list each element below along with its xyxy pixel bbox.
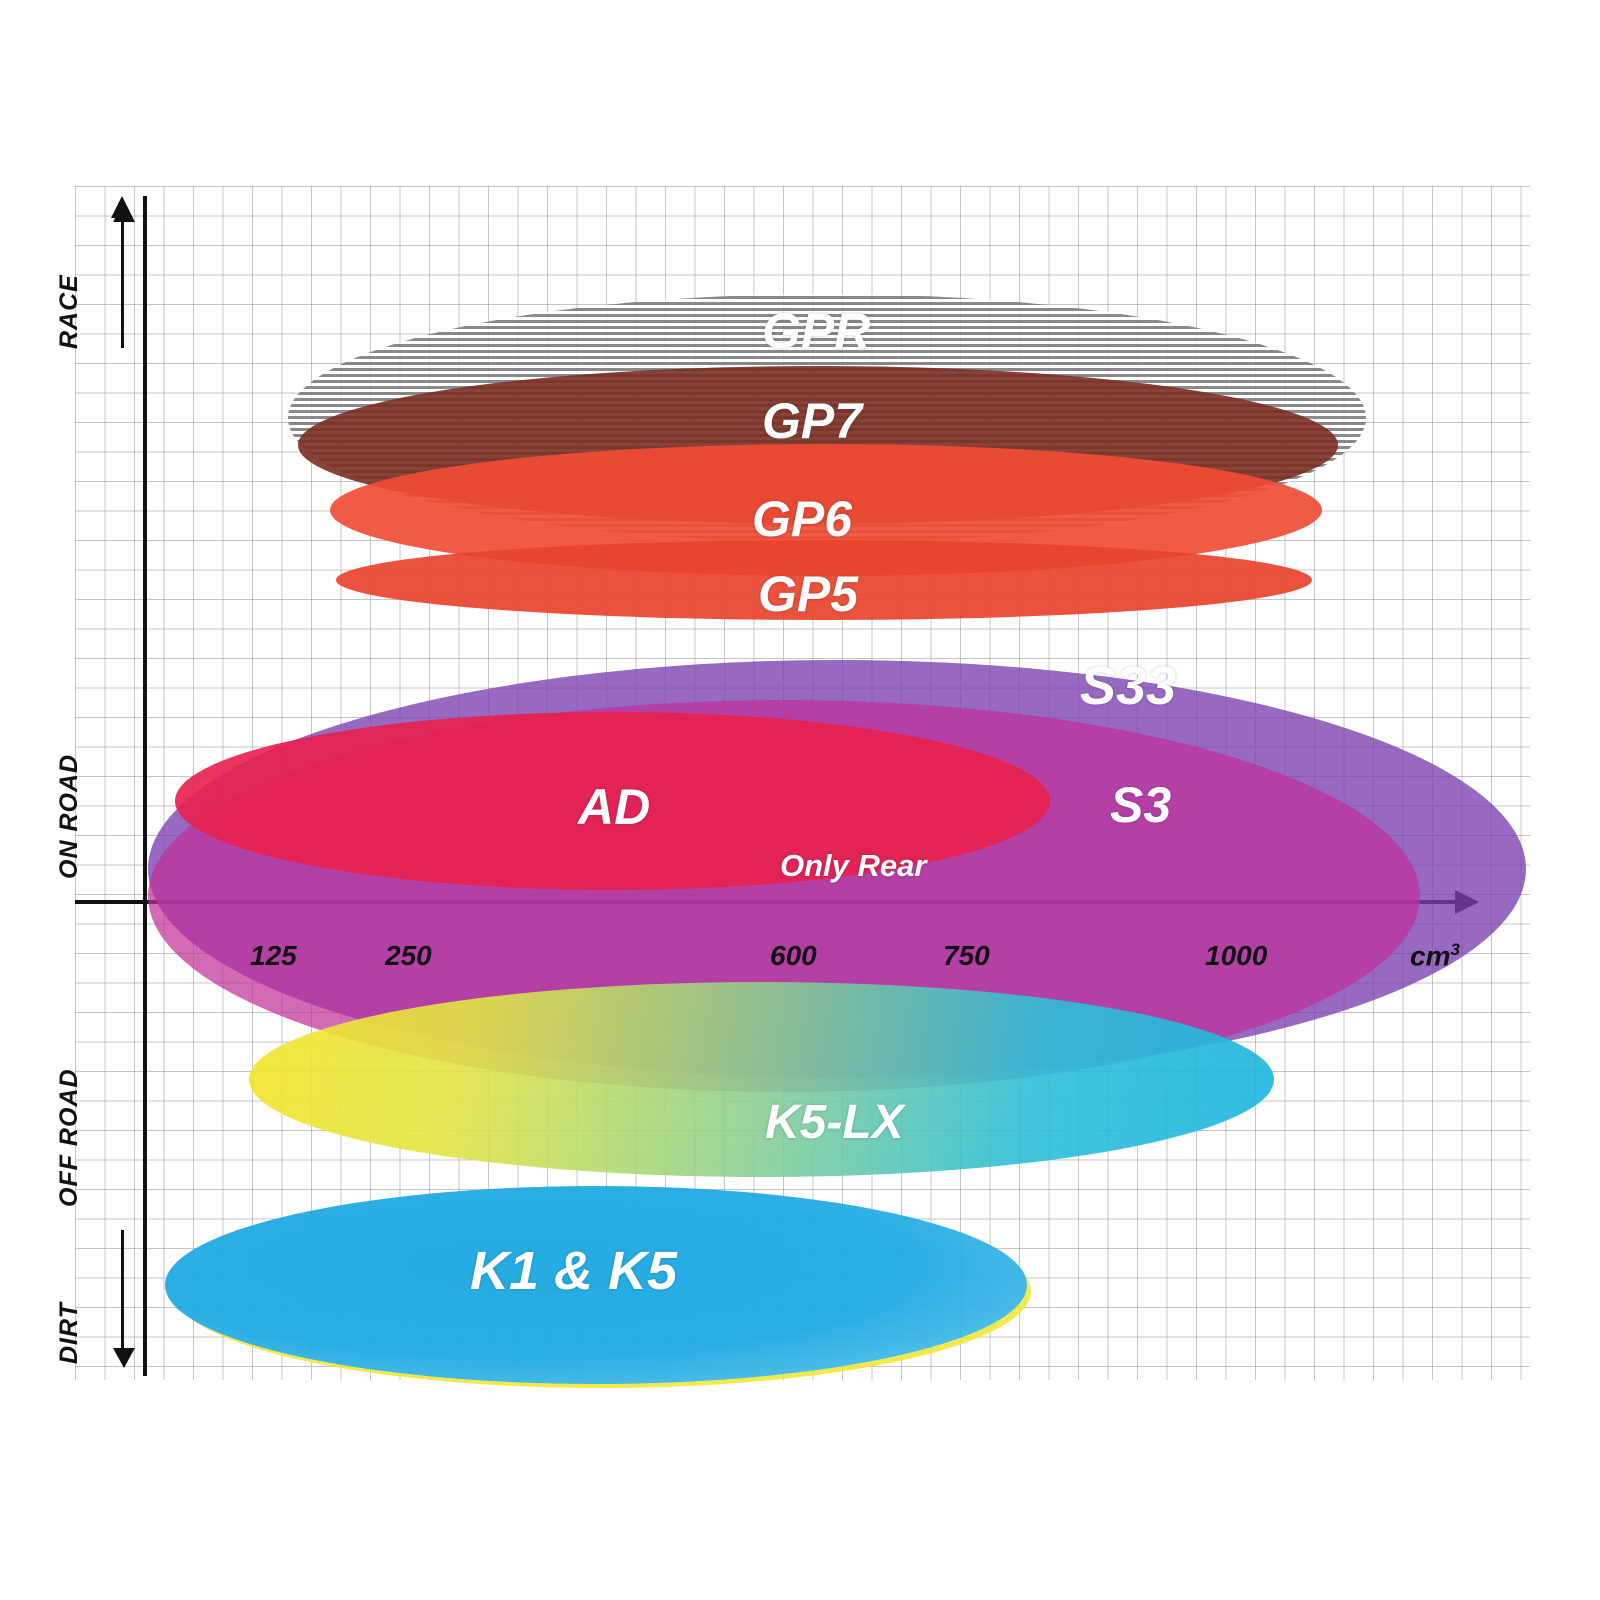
y-label-offroad: OFF ROAD bbox=[55, 1068, 83, 1207]
race-range-line bbox=[121, 218, 124, 348]
x-tick-1000: 1000 bbox=[1205, 940, 1268, 971]
blob-gp5 bbox=[336, 540, 1312, 620]
dirt-range-line bbox=[121, 1230, 124, 1350]
blob-k1k5 bbox=[165, 1186, 1027, 1384]
y-label-race: RACE bbox=[55, 274, 83, 349]
blob-label-s3: S3 bbox=[1110, 777, 1172, 833]
x-tick-250: 250 bbox=[385, 940, 432, 971]
blob-label-gp7: GP7 bbox=[762, 393, 863, 449]
y-axis-line bbox=[143, 196, 147, 1376]
x-tick-125: 125 bbox=[250, 940, 297, 971]
dirt-range-arrow-icon bbox=[113, 1348, 135, 1368]
blob-label-s33: S33 bbox=[1080, 656, 1177, 716]
blob-label-gp5: GP5 bbox=[758, 566, 859, 622]
blob-label-k5lx: K5-LX bbox=[765, 1096, 904, 1149]
x-axis-unit-text: cm bbox=[1410, 940, 1451, 972]
x-axis-unit-sup: 3 bbox=[1450, 940, 1460, 959]
annotation-only-rear: Only Rear bbox=[780, 848, 927, 883]
blob-label-ad: AD bbox=[578, 779, 651, 835]
y-label-dirt: DIRT bbox=[55, 1302, 83, 1364]
x-tick-600: 600 bbox=[770, 940, 817, 971]
race-range-arrow-icon bbox=[113, 202, 135, 222]
blob-label-gp6: GP6 bbox=[752, 491, 853, 547]
y-label-onroad: ON ROAD bbox=[55, 753, 83, 879]
x-axis-unit-label: cm3 bbox=[1410, 940, 1460, 972]
blob-label-k1k5: K1 & K5 bbox=[470, 1241, 678, 1301]
x-tick-750: 750 bbox=[943, 940, 990, 971]
blob-ad bbox=[175, 712, 1050, 890]
blob-label-gpr: GPR bbox=[762, 303, 871, 359]
blob-k5lx bbox=[249, 982, 1274, 1177]
